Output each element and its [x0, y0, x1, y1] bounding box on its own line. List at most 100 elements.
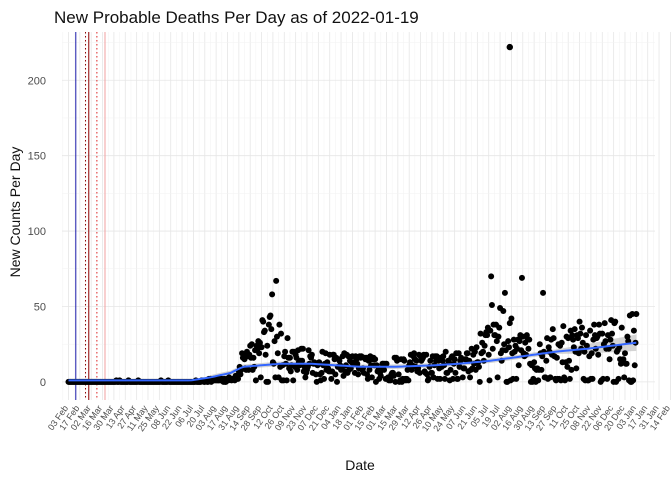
data-point: [368, 374, 375, 381]
data-point: [553, 354, 560, 361]
smooth-trend-line: [68, 341, 637, 382]
data-point: [332, 371, 339, 378]
data-point: [500, 308, 507, 315]
data-point: [271, 338, 278, 345]
data-point: [615, 375, 622, 382]
data-point: [631, 362, 638, 369]
data-point: [439, 357, 446, 364]
data-point: [570, 336, 577, 343]
data-point: [566, 375, 573, 382]
data-point: [604, 375, 611, 382]
data-point: [575, 350, 582, 357]
data-point: [489, 345, 496, 352]
data-point: [508, 315, 515, 322]
data-point: [601, 320, 608, 327]
data-point: [545, 344, 552, 351]
data-point: [549, 326, 556, 333]
data-point: [487, 327, 494, 334]
data-point: [543, 357, 550, 364]
data-point: [561, 377, 568, 384]
plot-panel: [62, 32, 655, 400]
data-point: [571, 326, 578, 333]
y-tick-label: 0: [40, 377, 46, 389]
data-point: [539, 353, 546, 360]
data-point: [484, 332, 491, 339]
data-point: [262, 351, 269, 358]
grid: [62, 32, 671, 400]
data-point: [494, 374, 501, 381]
data-point: [589, 375, 596, 382]
data-point: [618, 324, 625, 331]
data-point: [269, 291, 276, 298]
data-point: [442, 348, 449, 355]
data-point: [274, 350, 281, 357]
data-point: [607, 336, 614, 343]
data-point: [459, 374, 466, 381]
data-point: [299, 345, 306, 352]
data-point: [454, 375, 461, 382]
peak-data-point: [506, 43, 513, 51]
data-point: [354, 360, 361, 367]
data-point: [437, 375, 444, 382]
y-tick-label: 50: [34, 301, 46, 313]
data-point: [486, 377, 493, 384]
data-point: [581, 348, 588, 355]
data-point: [485, 351, 492, 358]
data-point: [261, 327, 268, 334]
data-point: [569, 332, 576, 339]
data-point: [411, 350, 418, 357]
data-point: [505, 338, 512, 345]
data-point: [452, 369, 459, 376]
reference-lines: [75, 32, 106, 400]
data-point: [390, 372, 397, 379]
data-point: [505, 344, 512, 351]
data-point: [250, 354, 257, 361]
data-point: [523, 332, 530, 339]
data-point: [318, 369, 325, 376]
data-point: [547, 374, 554, 381]
data-point: [383, 360, 390, 367]
data-point: [516, 338, 523, 345]
data-point: [328, 375, 335, 382]
data-point: [299, 357, 306, 364]
data-point: [620, 356, 627, 363]
data-point: [583, 342, 590, 349]
data-point: [441, 375, 448, 382]
data-point: [568, 366, 575, 373]
data-point: [591, 321, 598, 328]
data-point: [405, 377, 412, 384]
y-tick-label: 150: [28, 151, 46, 163]
data-point: [515, 362, 522, 369]
data-point: [455, 350, 462, 357]
data-point: [283, 377, 290, 384]
data-point: [566, 357, 573, 364]
x-axis-title: Date: [345, 457, 375, 473]
data-point: [576, 318, 583, 325]
data-point: [495, 333, 502, 340]
data-point: [258, 344, 265, 351]
data-point: [573, 365, 580, 372]
data-point: [440, 353, 447, 360]
data-point: [302, 374, 309, 381]
data-point: [574, 335, 581, 342]
data-point: [621, 350, 628, 357]
data-point: [413, 357, 420, 364]
data-point: [287, 368, 294, 375]
data-point: [570, 344, 577, 351]
data-point: [372, 356, 379, 363]
data-point: [235, 375, 242, 382]
data-point: [535, 377, 542, 384]
data-point: [377, 372, 384, 379]
data-point: [381, 366, 388, 373]
data-point: [612, 318, 619, 325]
data-point: [268, 326, 275, 333]
data-point: [265, 378, 272, 385]
data-point: [475, 363, 482, 370]
data-point: [334, 378, 341, 385]
data-point: [606, 356, 613, 363]
data-point: [366, 366, 373, 373]
data-point: [506, 320, 513, 327]
data-point: [540, 289, 547, 296]
data-point: [260, 318, 267, 325]
